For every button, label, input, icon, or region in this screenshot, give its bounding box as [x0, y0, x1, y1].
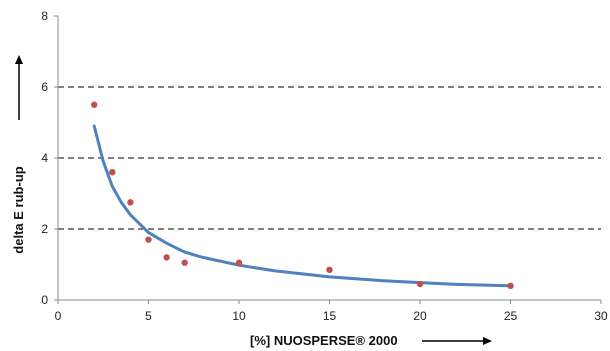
data-point [127, 199, 134, 206]
y-axis-arrowhead [15, 55, 23, 64]
x-tick-label: 20 [413, 309, 427, 323]
data-point [326, 266, 333, 274]
data-point [507, 282, 514, 289]
y-tick-label: 4 [41, 151, 48, 165]
x-tick-label: 25 [504, 309, 518, 323]
y-tick-labels: 0 2 4 6 8 [41, 9, 48, 307]
data-point [181, 259, 188, 266]
x-tick-label: 30 [594, 309, 608, 323]
y-tick-label: 2 [41, 222, 48, 236]
y-axis-title: delta E rub-up [11, 166, 26, 253]
trendline-group [92, 124, 512, 288]
x-tick-label: 10 [232, 309, 246, 323]
x-tick-label: 15 [323, 309, 337, 323]
data-point [145, 236, 152, 243]
x-tick-label: 5 [145, 309, 152, 323]
grid-lines [58, 86, 601, 230]
data-point [416, 280, 424, 288]
y-tick-label: 8 [41, 9, 48, 23]
data-point [235, 259, 243, 266]
x-axis-title: [%] NUOSPERSE® 2000 [250, 333, 398, 348]
axes [54, 15, 602, 304]
x-axis-arrowhead [483, 337, 492, 345]
y-tick-label: 0 [41, 293, 48, 307]
trendline [92, 124, 512, 288]
y-tick-label: 6 [41, 80, 48, 94]
x-tick-label: 0 [55, 309, 62, 323]
x-tick-labels: 0 5 10 15 20 25 30 [55, 309, 608, 323]
data-point [91, 101, 98, 108]
data-point [163, 254, 170, 261]
data-point [109, 169, 116, 176]
data-points [91, 101, 514, 289]
